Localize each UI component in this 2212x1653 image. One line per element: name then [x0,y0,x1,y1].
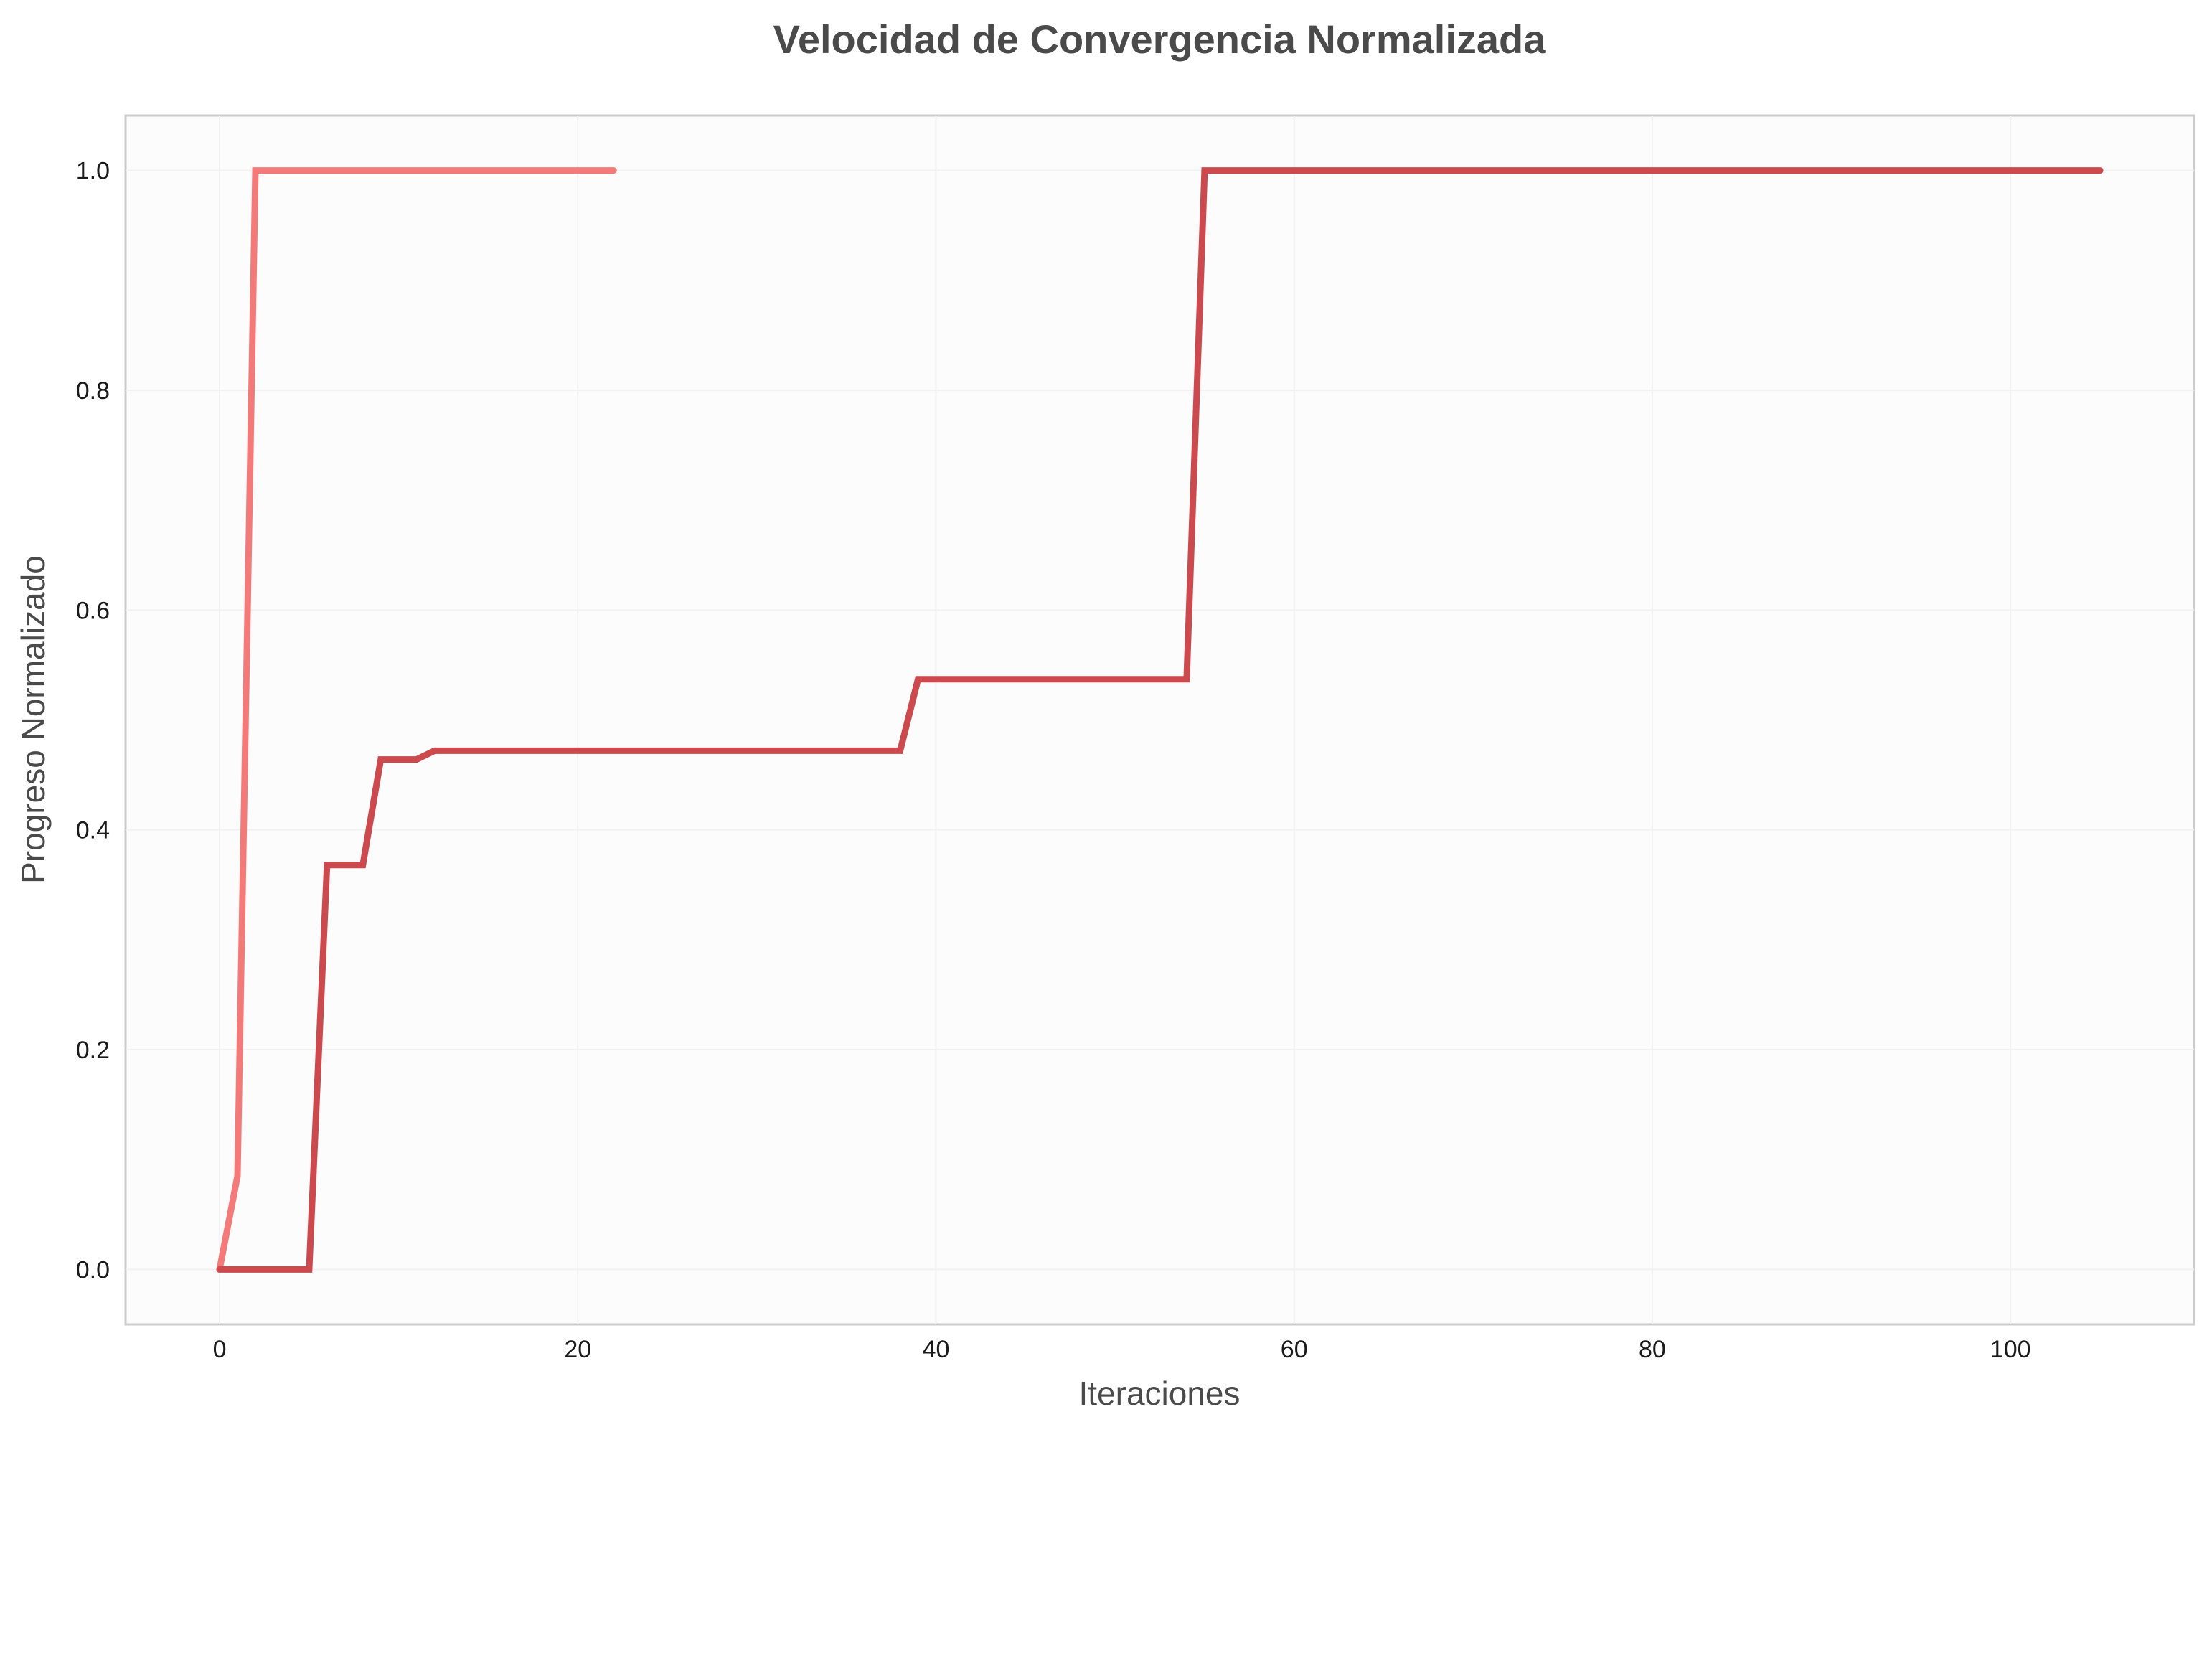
y-ticks: 0.0 0.2 0.4 0.6 0.8 1.0 [76,158,110,1284]
x-tick-label: 20 [564,1336,591,1363]
y-tick-label: 1.0 [76,158,110,185]
x-ticks: 0 20 40 60 80 100 [213,1336,2031,1363]
y-tick-label: 0.4 [76,817,110,844]
y-tick-label: 0.6 [76,597,110,624]
x-tick-label: 100 [1990,1336,2031,1363]
y-tick-label: 0.8 [76,377,110,405]
chart-title: Velocidad de Convergencia Normalizada [773,17,1547,62]
x-tick-label: 60 [1281,1336,1308,1363]
series-line-2 [216,167,2104,1273]
x-tick-label: 40 [923,1336,950,1363]
x-tick-label: 80 [1639,1336,1666,1363]
series-line-1 [216,167,617,1273]
x-axis-label: Iteraciones [1078,1375,1240,1412]
y-axis-label: Progreso Normalizado [14,555,52,884]
series-group [216,167,2104,1273]
x-tick-label: 0 [213,1336,227,1363]
y-tick-label: 0.0 [76,1256,110,1284]
y-tick-label: 0.2 [76,1037,110,1064]
plot-area [124,114,2195,1326]
